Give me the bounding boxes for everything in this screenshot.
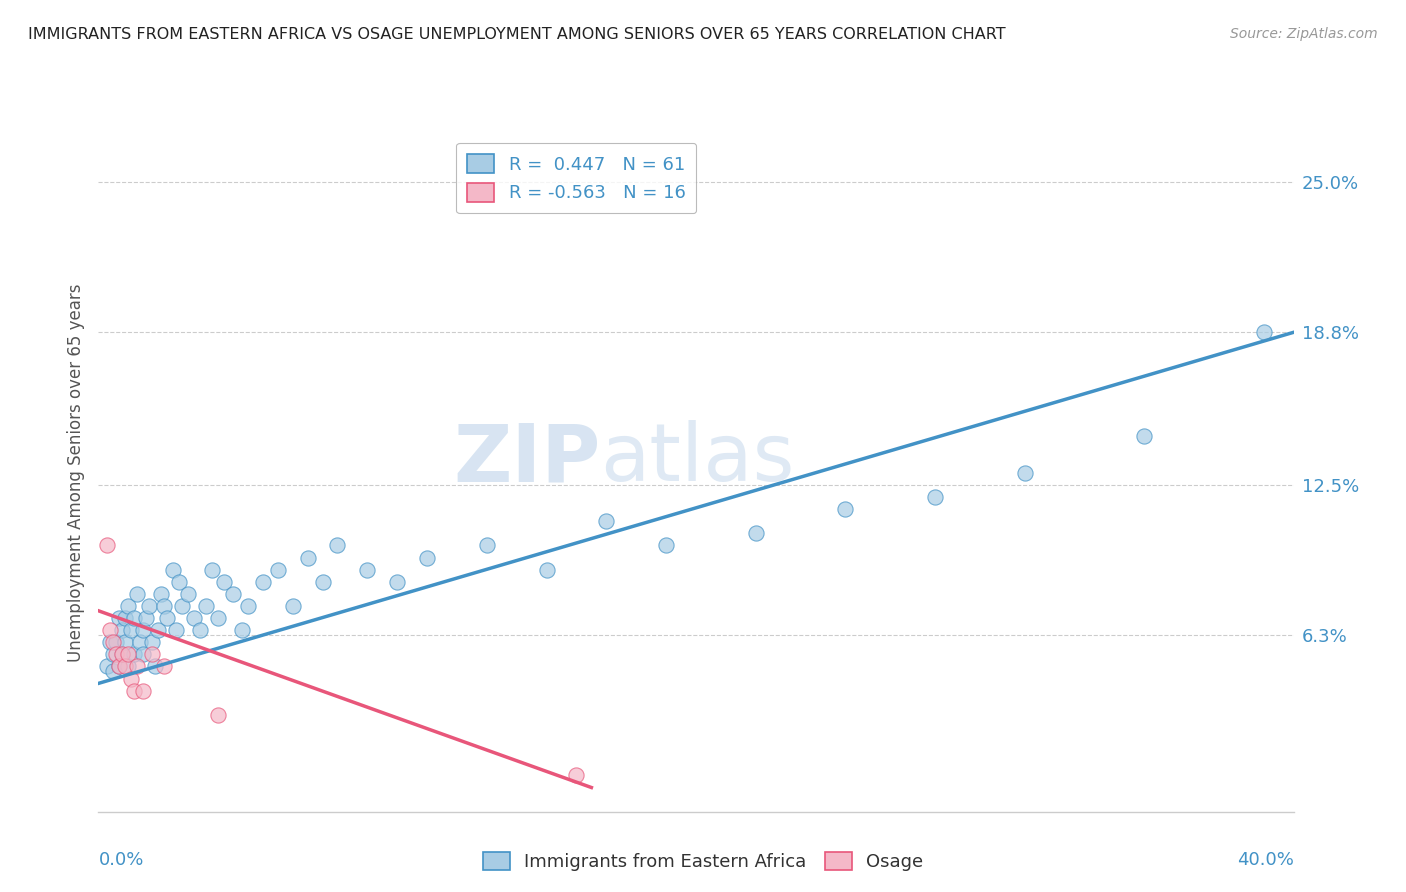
Point: [124, 611, 146, 625]
Text: ZIP: ZIP: [453, 420, 600, 499]
Point: [188, 623, 211, 637]
Point: [385, 574, 409, 589]
Point: [124, 648, 146, 662]
Point: [141, 648, 163, 662]
Point: [167, 574, 190, 589]
Point: [745, 526, 768, 541]
Point: [103, 665, 125, 679]
Point: [153, 599, 176, 613]
Point: [565, 768, 588, 782]
Point: [194, 599, 218, 613]
Point: [281, 599, 304, 613]
Point: [212, 574, 235, 589]
Point: [165, 623, 187, 637]
Point: [114, 659, 136, 673]
Point: [98, 623, 122, 637]
Point: [311, 574, 333, 589]
Point: [103, 648, 125, 662]
Point: [120, 623, 142, 637]
Point: [96, 659, 118, 673]
Point: [162, 563, 184, 577]
Point: [108, 659, 131, 673]
Text: Source: ZipAtlas.com: Source: ZipAtlas.com: [1230, 27, 1378, 41]
Point: [117, 599, 139, 613]
Text: 0.0%: 0.0%: [98, 851, 143, 869]
Point: [96, 538, 118, 552]
Point: [924, 490, 946, 504]
Point: [103, 635, 125, 649]
Point: [143, 659, 166, 673]
Point: [201, 563, 224, 577]
Point: [108, 659, 131, 673]
Point: [141, 635, 163, 649]
Point: [111, 648, 134, 662]
Point: [114, 611, 136, 625]
Point: [475, 538, 498, 552]
Point: [252, 574, 274, 589]
Point: [356, 563, 378, 577]
Point: [177, 587, 200, 601]
Point: [231, 623, 253, 637]
Point: [416, 550, 439, 565]
Point: [153, 659, 176, 673]
Point: [655, 538, 678, 552]
Point: [105, 648, 128, 662]
Point: [117, 648, 139, 662]
Point: [148, 623, 170, 637]
Point: [150, 587, 173, 601]
Point: [111, 623, 134, 637]
Point: [127, 587, 149, 601]
Point: [108, 611, 131, 625]
Point: [172, 599, 194, 613]
Point: [132, 648, 155, 662]
Point: [111, 648, 134, 662]
Point: [207, 707, 229, 722]
Legend: R =  0.447   N = 61, R = -0.563   N = 16: R = 0.447 N = 61, R = -0.563 N = 16: [457, 143, 696, 213]
Point: [834, 502, 856, 516]
Point: [536, 563, 558, 577]
Point: [297, 550, 319, 565]
Point: [135, 611, 157, 625]
Point: [236, 599, 259, 613]
Point: [132, 623, 155, 637]
Text: atlas: atlas: [600, 420, 794, 499]
Point: [1014, 466, 1036, 480]
Point: [98, 635, 122, 649]
Point: [207, 611, 229, 625]
Point: [1133, 429, 1156, 443]
Point: [156, 611, 179, 625]
Legend: Immigrants from Eastern Africa, Osage: Immigrants from Eastern Africa, Osage: [475, 845, 931, 879]
Point: [114, 635, 136, 649]
Point: [595, 514, 617, 528]
Point: [326, 538, 349, 552]
Point: [138, 599, 160, 613]
Point: [267, 563, 290, 577]
Point: [1253, 326, 1275, 340]
Point: [127, 659, 149, 673]
Point: [129, 635, 152, 649]
Text: 40.0%: 40.0%: [1237, 851, 1294, 869]
Point: [124, 683, 146, 698]
Point: [222, 587, 245, 601]
Text: IMMIGRANTS FROM EASTERN AFRICA VS OSAGE UNEMPLOYMENT AMONG SENIORS OVER 65 YEARS: IMMIGRANTS FROM EASTERN AFRICA VS OSAGE …: [28, 27, 1005, 42]
Point: [117, 659, 139, 673]
Point: [132, 683, 155, 698]
Point: [183, 611, 205, 625]
Y-axis label: Unemployment Among Seniors over 65 years: Unemployment Among Seniors over 65 years: [66, 284, 84, 662]
Point: [120, 672, 142, 686]
Point: [105, 635, 128, 649]
